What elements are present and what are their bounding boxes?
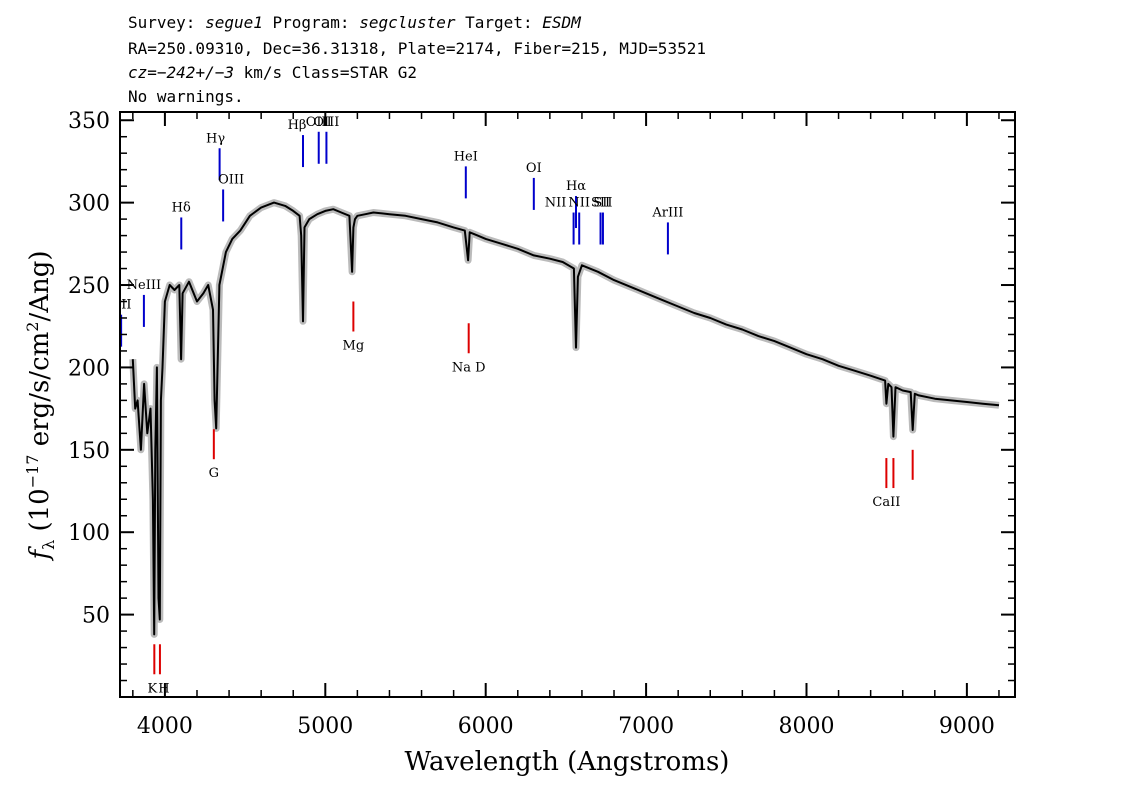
header-segment: Survey:	[128, 13, 205, 32]
error-band	[129, 199, 1000, 638]
emission-line-label: NII	[545, 196, 567, 211]
emission-line-label: NII	[568, 196, 590, 211]
emission-line-label: OIII	[313, 115, 339, 130]
absorption-line-label: G	[209, 466, 219, 481]
header-survey-line: Survey: segue1 Program: segcluster Targe…	[128, 13, 582, 32]
y-axis-title-segment: erg/s/cm	[25, 332, 55, 455]
header-redshift-line: cz=−242+/−3 km/s Class=STAR G2	[128, 63, 417, 82]
absorption-line-label: CaII	[872, 495, 900, 510]
header-segment: Target:	[456, 13, 543, 32]
header-segment: Program:	[263, 13, 359, 32]
x-tick-label: 8000	[778, 714, 834, 739]
y-tick-label: 300	[68, 192, 110, 217]
y-axis-title: fλ (10−17 erg/s/cm2/Ang)	[23, 250, 58, 561]
emission-line-label: ArIII	[651, 205, 683, 220]
data-layer	[129, 199, 1000, 638]
header-segment: −242+/−3	[157, 63, 234, 82]
y-tick-label: 200	[68, 356, 110, 381]
y-tick-label: 250	[68, 274, 110, 299]
emission-line-label: OII	[111, 298, 132, 313]
y-axis-title-segment: /Ang)	[25, 250, 55, 321]
x-tick-label: 7000	[618, 714, 674, 739]
absorption-line-label: K	[147, 681, 157, 696]
plot-frame	[119, 111, 1016, 698]
emission-line-label: SII	[593, 196, 612, 211]
x-axis-title: Wavelength (Angstroms)	[405, 747, 730, 777]
header: Survey: segue1 Program: segcluster Targe…	[128, 13, 706, 106]
y-axis-title-segment: λ	[39, 540, 58, 550]
header-warnings-line: No warnings.	[128, 87, 244, 106]
header-segment: segcluster	[359, 13, 456, 32]
emission-line-label: Hβ	[288, 118, 307, 133]
emission-line-label: OI	[526, 161, 542, 176]
emission-line-label: OIII	[218, 172, 244, 187]
y-axis-title-segment: (10	[25, 488, 55, 540]
emission-line-label: Hγ	[206, 131, 225, 146]
header-segment: km/s Class=STAR G2	[234, 63, 417, 82]
absorption-line-label: Na D	[452, 360, 486, 375]
y-axis-title-segment: 2	[23, 322, 42, 332]
emission-line-label: NeIII	[127, 278, 161, 293]
spectrum-line	[131, 201, 1000, 636]
header-segment: ESDM	[542, 13, 582, 32]
x-tick-label: 4000	[137, 714, 193, 739]
emission-line-label: HeI	[454, 149, 478, 164]
header-segment: segue1	[205, 13, 263, 32]
y-tick-label: 100	[68, 521, 110, 546]
emission-line-label: Hα	[566, 179, 586, 194]
y-tick-label: 350	[68, 109, 110, 134]
absorption-line-label: Mg	[343, 339, 365, 354]
y-axis-title-segment: −17	[23, 455, 42, 489]
y-tick-label: 150	[68, 439, 110, 464]
header-coordinates-line: RA=250.09310, Dec=36.31318, Plate=2174, …	[128, 39, 706, 58]
emission-line-label: Hδ	[172, 200, 191, 215]
x-tick-label: 6000	[458, 714, 514, 739]
y-tick-label: 50	[82, 604, 110, 629]
x-tick-label: 5000	[297, 714, 353, 739]
x-tick-label: 9000	[939, 714, 995, 739]
emission-line-label: SII	[591, 196, 610, 211]
axis-ticks: 4000 5000 6000 7000 8000 9000 50 100 150 200 250 30…	[68, 109, 1015, 739]
header-segment: cz=	[128, 63, 157, 82]
